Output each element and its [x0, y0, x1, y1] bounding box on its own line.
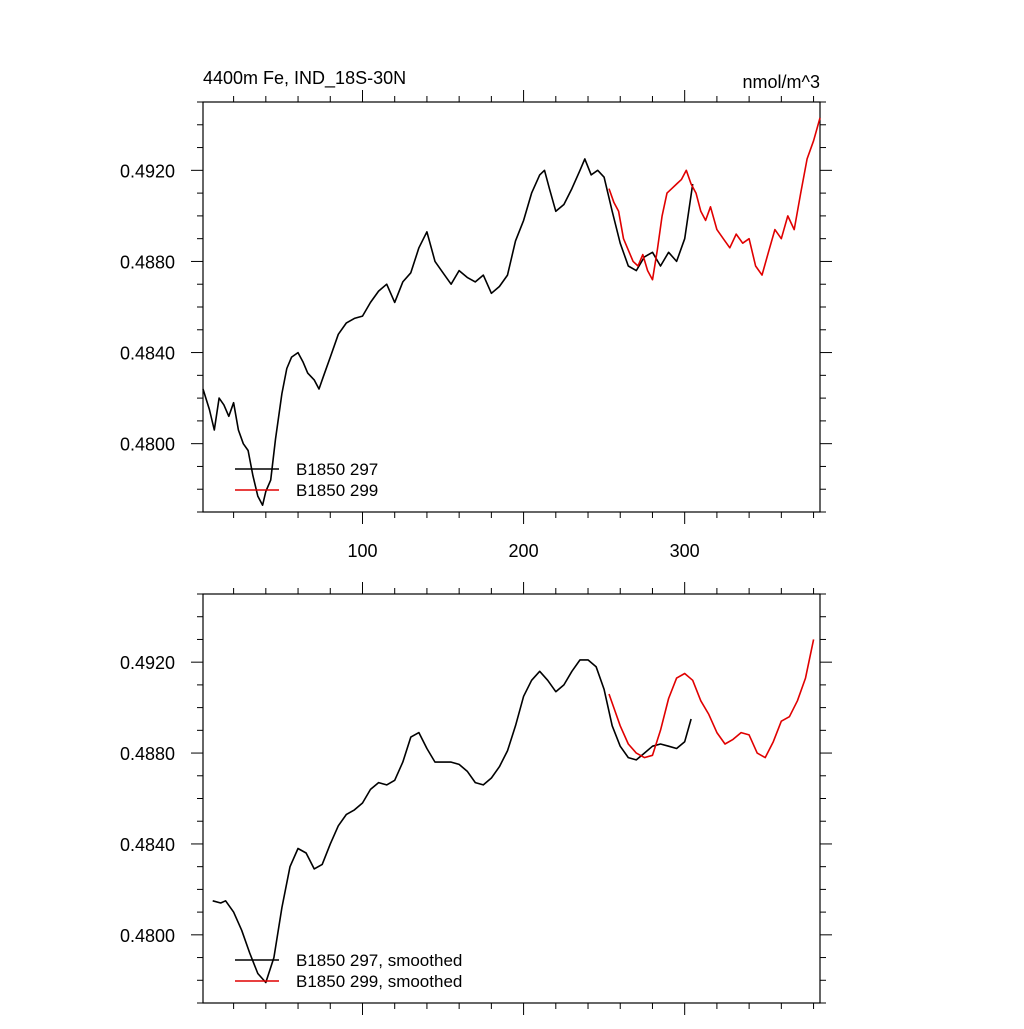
- y-tick-label: 0.4880: [120, 744, 175, 764]
- y-tick-label: 0.4800: [120, 435, 175, 455]
- x-tick-label: 200: [509, 541, 539, 561]
- panel-top: 4400m Fe, IND_18S-30N nmol/m^3 100 200 300…: [120, 68, 832, 561]
- y-tick-label: 0.4920: [120, 653, 175, 673]
- tick-group-bottom: 0.4800 0.4840 0.4880 0.4920: [120, 582, 832, 1015]
- plot-frame-top: [202, 101, 821, 513]
- series-group-top: [202, 117, 821, 507]
- y-tick-label: 0.4920: [120, 161, 175, 181]
- legend-bottom: B1850 297, smoothed B1850 299, smoothed: [235, 951, 462, 991]
- chart-title: 4400m Fe, IND_18S-30N: [203, 68, 406, 89]
- y-tick-label: 0.4800: [120, 926, 175, 946]
- series-line-red: [608, 639, 815, 759]
- y-tick-label: 0.4880: [120, 252, 175, 272]
- legend-top: B1850 297 B1850 299: [235, 460, 378, 500]
- panel-bottom: 0.4800 0.4840 0.4880 0.4920 B1850 297, smoo…: [120, 582, 832, 1015]
- series-line-black: [212, 659, 692, 984]
- y-tick-label: 0.4840: [120, 344, 175, 364]
- series-group-bottom: [212, 639, 815, 984]
- plot-frame-bottom: [202, 593, 821, 1004]
- legend-label: B1850 297, smoothed: [296, 951, 462, 970]
- x-tick-label: 300: [670, 541, 700, 561]
- series-line-red: [608, 117, 821, 281]
- tick-group-top: 100 200 300 0.4800 0.4840 0.4880 0.4920: [120, 90, 832, 561]
- legend-label: B1850 299, smoothed: [296, 972, 462, 991]
- legend-label: B1850 297: [296, 460, 378, 479]
- x-tick-label: 100: [347, 541, 377, 561]
- units-label: nmol/m^3: [743, 72, 820, 92]
- series-line-black: [202, 158, 694, 507]
- y-tick-label: 0.4840: [120, 835, 175, 855]
- legend-label: B1850 299: [296, 481, 378, 500]
